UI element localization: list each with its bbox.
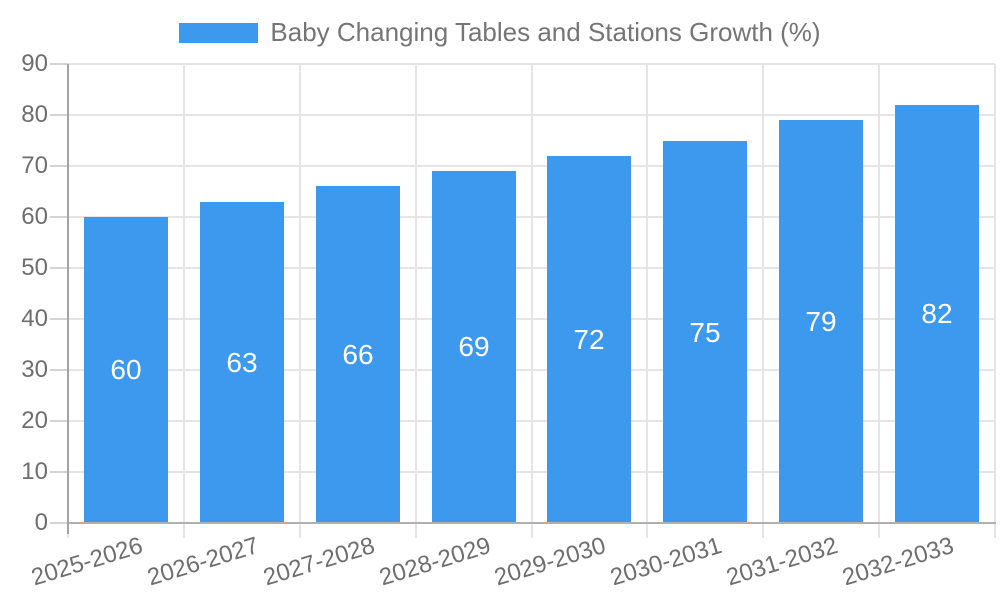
legend-color-swatch — [179, 22, 259, 43]
x-axis-tick — [646, 523, 648, 538]
bar: 66 — [316, 186, 400, 523]
y-axis-line — [67, 64, 69, 534]
bar: 69 — [432, 171, 516, 523]
bar: 82 — [895, 105, 979, 523]
y-axis-tick-label: 40 — [21, 305, 48, 332]
gridline-vertical — [299, 64, 301, 523]
gridline-vertical — [646, 64, 648, 523]
y-axis-tick — [50, 216, 68, 218]
y-axis-tick-label: 60 — [21, 203, 48, 230]
y-axis-tick-label: 30 — [21, 356, 48, 383]
y-axis-tick-label: 50 — [21, 254, 48, 281]
y-axis-tick — [50, 522, 68, 524]
x-axis-tick — [762, 523, 764, 538]
y-axis-tick — [50, 267, 68, 269]
x-axis-tick — [415, 523, 417, 538]
bar: 63 — [200, 202, 284, 523]
bar: 60 — [84, 217, 168, 523]
bar: 79 — [779, 120, 863, 523]
y-axis-tick — [50, 369, 68, 371]
y-axis-tick-label: 0 — [34, 509, 48, 536]
bar-value-label: 72 — [573, 323, 605, 355]
y-axis-tick — [50, 318, 68, 320]
x-axis-tick — [299, 523, 301, 538]
bar-value-label: 69 — [458, 331, 490, 362]
y-axis-tick-label: 20 — [21, 407, 48, 434]
gridline-vertical — [531, 64, 533, 523]
gridline-vertical — [415, 64, 417, 523]
x-axis-tick — [878, 523, 880, 538]
y-axis-tick-label: 70 — [21, 152, 48, 179]
y-axis-tick-label: 10 — [21, 458, 48, 485]
y-axis-tick-label: 80 — [21, 101, 48, 128]
gridline-vertical — [762, 64, 764, 523]
x-axis-tick — [183, 523, 185, 538]
gridline-vertical — [878, 64, 880, 523]
bar-value-label: 60 — [110, 354, 142, 385]
gridline-vertical — [994, 64, 996, 523]
bar-value-label: 66 — [342, 338, 374, 370]
legend-item[interactable]: Baby Changing Tables and Stations Growth… — [0, 17, 1000, 48]
x-axis-tick — [994, 523, 996, 538]
y-axis-tick — [50, 114, 68, 116]
x-axis-line — [68, 522, 996, 524]
y-axis-tick — [50, 63, 68, 65]
bar-value-label: 79 — [805, 305, 837, 337]
bar-value-label: 63 — [226, 346, 258, 378]
y-axis-tick — [50, 420, 68, 422]
bar-value-label: 82 — [921, 298, 953, 329]
x-axis-tick — [531, 523, 533, 538]
y-axis-tick — [50, 471, 68, 473]
legend-label: Baby Changing Tables and Stations Growth… — [270, 17, 821, 47]
y-axis-tick-label: 90 — [21, 50, 48, 77]
gridline-vertical — [183, 64, 185, 523]
bar: 72 — [547, 156, 631, 523]
bar: 75 — [663, 141, 747, 524]
y-axis-tick — [50, 165, 68, 167]
bar-value-label: 75 — [689, 316, 721, 348]
